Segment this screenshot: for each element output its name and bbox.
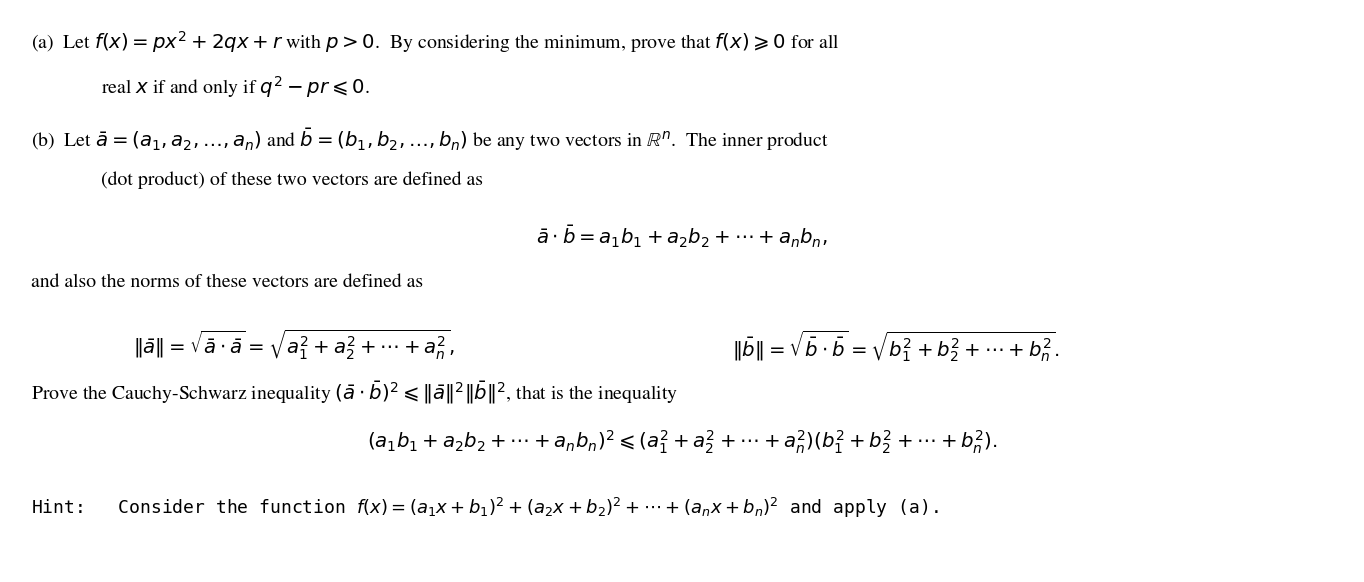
Text: (b)  Let $\bar{a} = (a_1, a_2, \ldots, a_n)$ and $\bar{b} = (b_1, b_2, \ldots, b: (b) Let $\bar{a} = (a_1, a_2, \ldots, a_… <box>31 126 829 152</box>
Text: and also the norms of these vectors are defined as: and also the norms of these vectors are … <box>31 274 423 291</box>
Text: $\bar{a} \cdot \bar{b} = a_1 b_1 + a_2 b_2 + \cdots + a_n b_n,$: $\bar{a} \cdot \bar{b} = a_1 b_1 + a_2 b… <box>536 223 828 250</box>
Text: $(a_1 b_1 + a_2 b_2 + \cdots + a_n b_n)^2 \leqslant (a_1^2 + a_2^2 + \cdots + a_: $(a_1 b_1 + a_2 b_2 + \cdots + a_n b_n)^… <box>367 429 997 456</box>
Text: Prove the Cauchy-Schwarz inequality $(\bar{a} \cdot \bar{b})^2 \leqslant \|\bar{: Prove the Cauchy-Schwarz inequality $(\b… <box>31 379 678 406</box>
Text: (a)  Let $f(x) = px^2 + 2qx + r$ with $p > 0$.  By considering the minimum, prov: (a) Let $f(x) = px^2 + 2qx + r$ with $p … <box>31 29 840 55</box>
Text: (dot product) of these two vectors are defined as: (dot product) of these two vectors are d… <box>101 171 483 189</box>
Text: real $x$ if and only if $q^2 - pr \leqslant 0$.: real $x$ if and only if $q^2 - pr \leqsl… <box>101 74 370 100</box>
Text: $\|\bar{b}\| = \sqrt{\bar{b} \cdot \bar{b}} = \sqrt{b_1^2 + b_2^2 + \cdots + b_n: $\|\bar{b}\| = \sqrt{\bar{b} \cdot \bar{… <box>732 328 1060 364</box>
Text: $\|\bar{a}\| = \sqrt{\bar{a} \cdot \bar{a}} = \sqrt{a_1^2 + a_2^2 + \cdots + a_n: $\|\bar{a}\| = \sqrt{\bar{a} \cdot \bar{… <box>134 328 456 363</box>
Text: Hint:   Consider the function $f(x) = (a_1x + b_1)^2 + (a_2x + b_2)^2 + \cdots +: Hint: Consider the function $f(x) = (a_1… <box>31 496 938 520</box>
